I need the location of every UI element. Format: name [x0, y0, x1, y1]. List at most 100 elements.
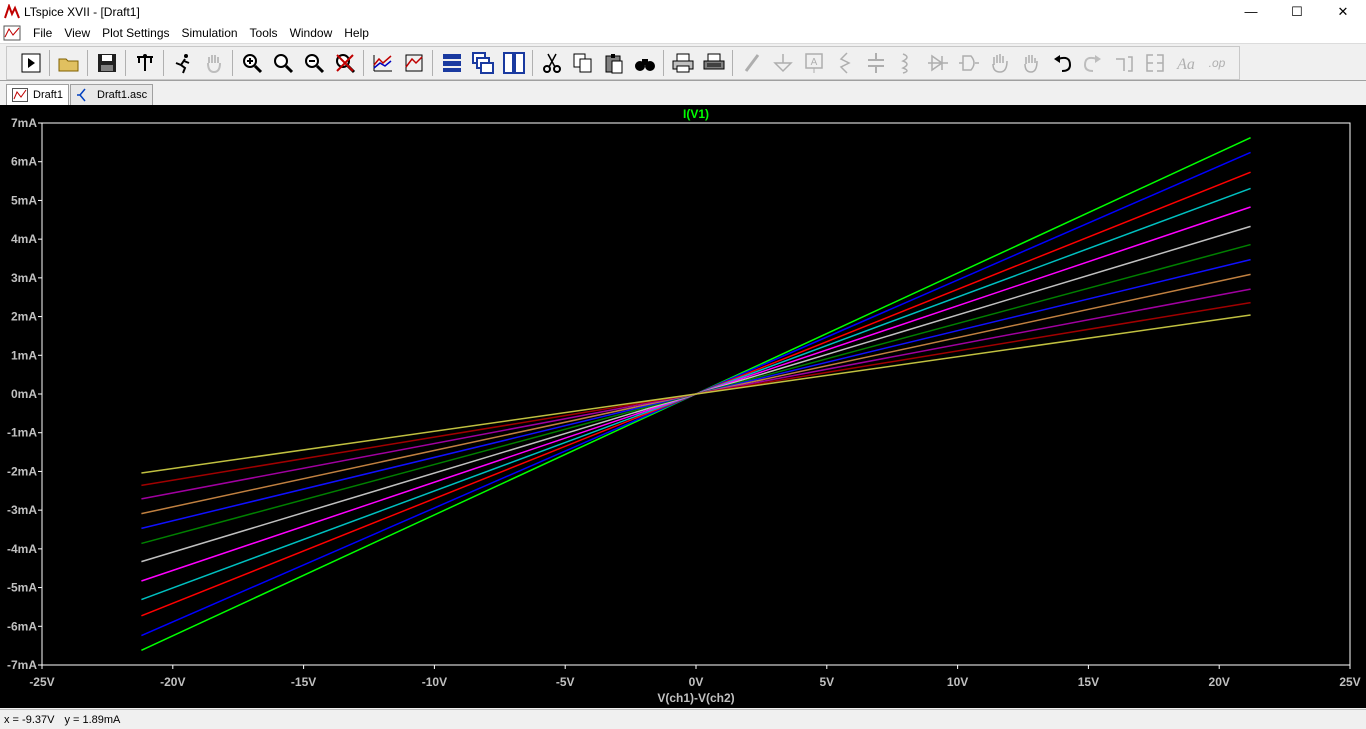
y-tick-label: -2mA	[7, 464, 37, 478]
x-tick-label: 0V	[689, 675, 704, 689]
zoom-cancel-icon	[335, 54, 355, 74]
component-button[interactable]	[953, 48, 984, 78]
y-tick-label: -7mA	[7, 658, 37, 672]
move-button[interactable]	[984, 48, 1015, 78]
y-tick-label: 5mA	[11, 193, 37, 207]
x-tick-label: -15V	[291, 675, 316, 689]
control-panel-button[interactable]	[129, 48, 160, 78]
paste-button[interactable]	[598, 48, 629, 78]
mirror-button[interactable]	[1139, 48, 1170, 78]
plot-window[interactable]: -25V -20V -15V -10V -5V 0V 5V 10V 15V 20V 25V 7mA 6m…	[0, 105, 1366, 708]
zoom-out-button[interactable]	[298, 48, 329, 78]
menu-file[interactable]: File	[33, 26, 53, 40]
halt-button[interactable]	[198, 48, 229, 78]
draw-wire-button[interactable]	[736, 48, 767, 78]
toolbar-separator	[125, 50, 126, 76]
x-tick-label: 10V	[947, 675, 968, 689]
inductor-icon	[900, 53, 908, 74]
save-icon	[97, 54, 116, 72]
zoom-out-icon	[304, 54, 324, 74]
zoom-cancel-button[interactable]	[329, 48, 360, 78]
x-tick-label: -10V	[422, 675, 447, 689]
status-bar: x = -9.37V y = 1.89mA	[0, 709, 1366, 729]
tile-horizontal-button[interactable]	[498, 48, 529, 78]
label-net-button[interactable]: A	[798, 48, 829, 78]
y-tick-label: -6mA	[7, 619, 37, 633]
inductor-button[interactable]	[891, 48, 922, 78]
new-schematic-button[interactable]	[15, 48, 46, 78]
zoom-full-icon	[273, 54, 293, 74]
copy-icon	[573, 53, 591, 73]
waveform-icon	[12, 88, 28, 102]
component-icon	[958, 55, 979, 71]
close-button[interactable]: ✕	[1337, 3, 1349, 19]
trace-title: I(V1)	[683, 107, 709, 121]
copy-button[interactable]	[567, 48, 598, 78]
redo-icon	[1083, 55, 1101, 72]
run-icon	[175, 54, 189, 74]
menu-help[interactable]: Help	[344, 26, 369, 40]
cursor-x-readout: x = -9.37V	[4, 713, 55, 726]
window-title: LTspice XVII - [Draft1]	[24, 4, 140, 19]
tile-horizontal-icon	[502, 52, 525, 74]
toolbar-separator	[432, 50, 433, 76]
minimize-button[interactable]: —	[1244, 4, 1258, 19]
y-tick-label: -5mA	[7, 581, 37, 595]
cut-button[interactable]	[536, 48, 567, 78]
cut-icon	[542, 53, 561, 73]
title-bar: LTspice XVII - [Draft1] — ☐ ✕	[0, 0, 1366, 23]
redo-button[interactable]	[1077, 48, 1108, 78]
tab-bar: Draft1 Draft1.asc	[0, 81, 1366, 105]
waveform-plot[interactable]: -25V -20V -15V -10V -5V 0V 5V 10V 15V 20V 25V 7mA 6m…	[0, 105, 1366, 708]
run-button[interactable]	[167, 48, 198, 78]
tab-draft1[interactable]: Draft1	[6, 84, 69, 105]
menu-simulation[interactable]: Simulation	[181, 26, 238, 40]
move-icon	[991, 54, 1008, 73]
svg-text:A: A	[810, 57, 817, 68]
y-tick-label: 1mA	[11, 348, 37, 362]
halt-icon	[206, 55, 221, 74]
toolbar-separator	[87, 50, 88, 76]
autorange-button[interactable]	[367, 48, 398, 78]
toolbar-separator	[232, 50, 233, 76]
find-icon	[634, 59, 655, 71]
schematic-icon	[77, 88, 86, 102]
rotate-button[interactable]	[1108, 48, 1139, 78]
y-tick-label: 2mA	[11, 310, 37, 324]
undo-button[interactable]	[1046, 48, 1077, 78]
text-icon: Aa	[1176, 56, 1195, 73]
print-setup-button[interactable]	[698, 48, 729, 78]
mark-data-button[interactable]	[398, 48, 429, 78]
zoom-in-button[interactable]	[236, 48, 267, 78]
print-setup-icon	[703, 53, 724, 70]
diode-button[interactable]	[922, 48, 953, 78]
menu-view[interactable]: View	[64, 26, 91, 40]
maximize-button[interactable]: ☐	[1291, 3, 1303, 19]
open-button[interactable]	[53, 48, 84, 78]
zoom-full-button[interactable]	[267, 48, 298, 78]
x-tick-label: 20V	[1209, 675, 1230, 689]
capacitor-icon	[867, 53, 884, 73]
open-icon	[58, 58, 78, 72]
tab-label: Draft1.asc	[97, 89, 148, 101]
menu-tools[interactable]: Tools	[249, 26, 278, 40]
resistor-button[interactable]	[829, 48, 860, 78]
cascade-button[interactable]	[467, 48, 498, 78]
tile-vertical-button[interactable]	[436, 48, 467, 78]
y-tick-label: 0mA	[11, 387, 37, 401]
text-button[interactable]: Aa	[1170, 48, 1201, 78]
drag-button[interactable]	[1015, 48, 1046, 78]
svg-text:.op: .op	[1208, 56, 1225, 70]
capacitor-button[interactable]	[860, 48, 891, 78]
waveform-doc-icon[interactable]	[3, 25, 21, 41]
find-button[interactable]	[629, 48, 660, 78]
spice-directive-button[interactable]: .op	[1201, 48, 1232, 78]
ground-button[interactable]	[767, 48, 798, 78]
print-button[interactable]	[667, 48, 698, 78]
save-button[interactable]	[91, 48, 122, 78]
y-tick-label: 4mA	[11, 232, 37, 246]
menu-plot-settings[interactable]: Plot Settings	[102, 26, 170, 40]
tab-draft1-asc[interactable]: Draft1.asc	[70, 84, 154, 105]
menu-window[interactable]: Window	[289, 26, 333, 40]
ltspice-logo-icon	[4, 3, 20, 18]
